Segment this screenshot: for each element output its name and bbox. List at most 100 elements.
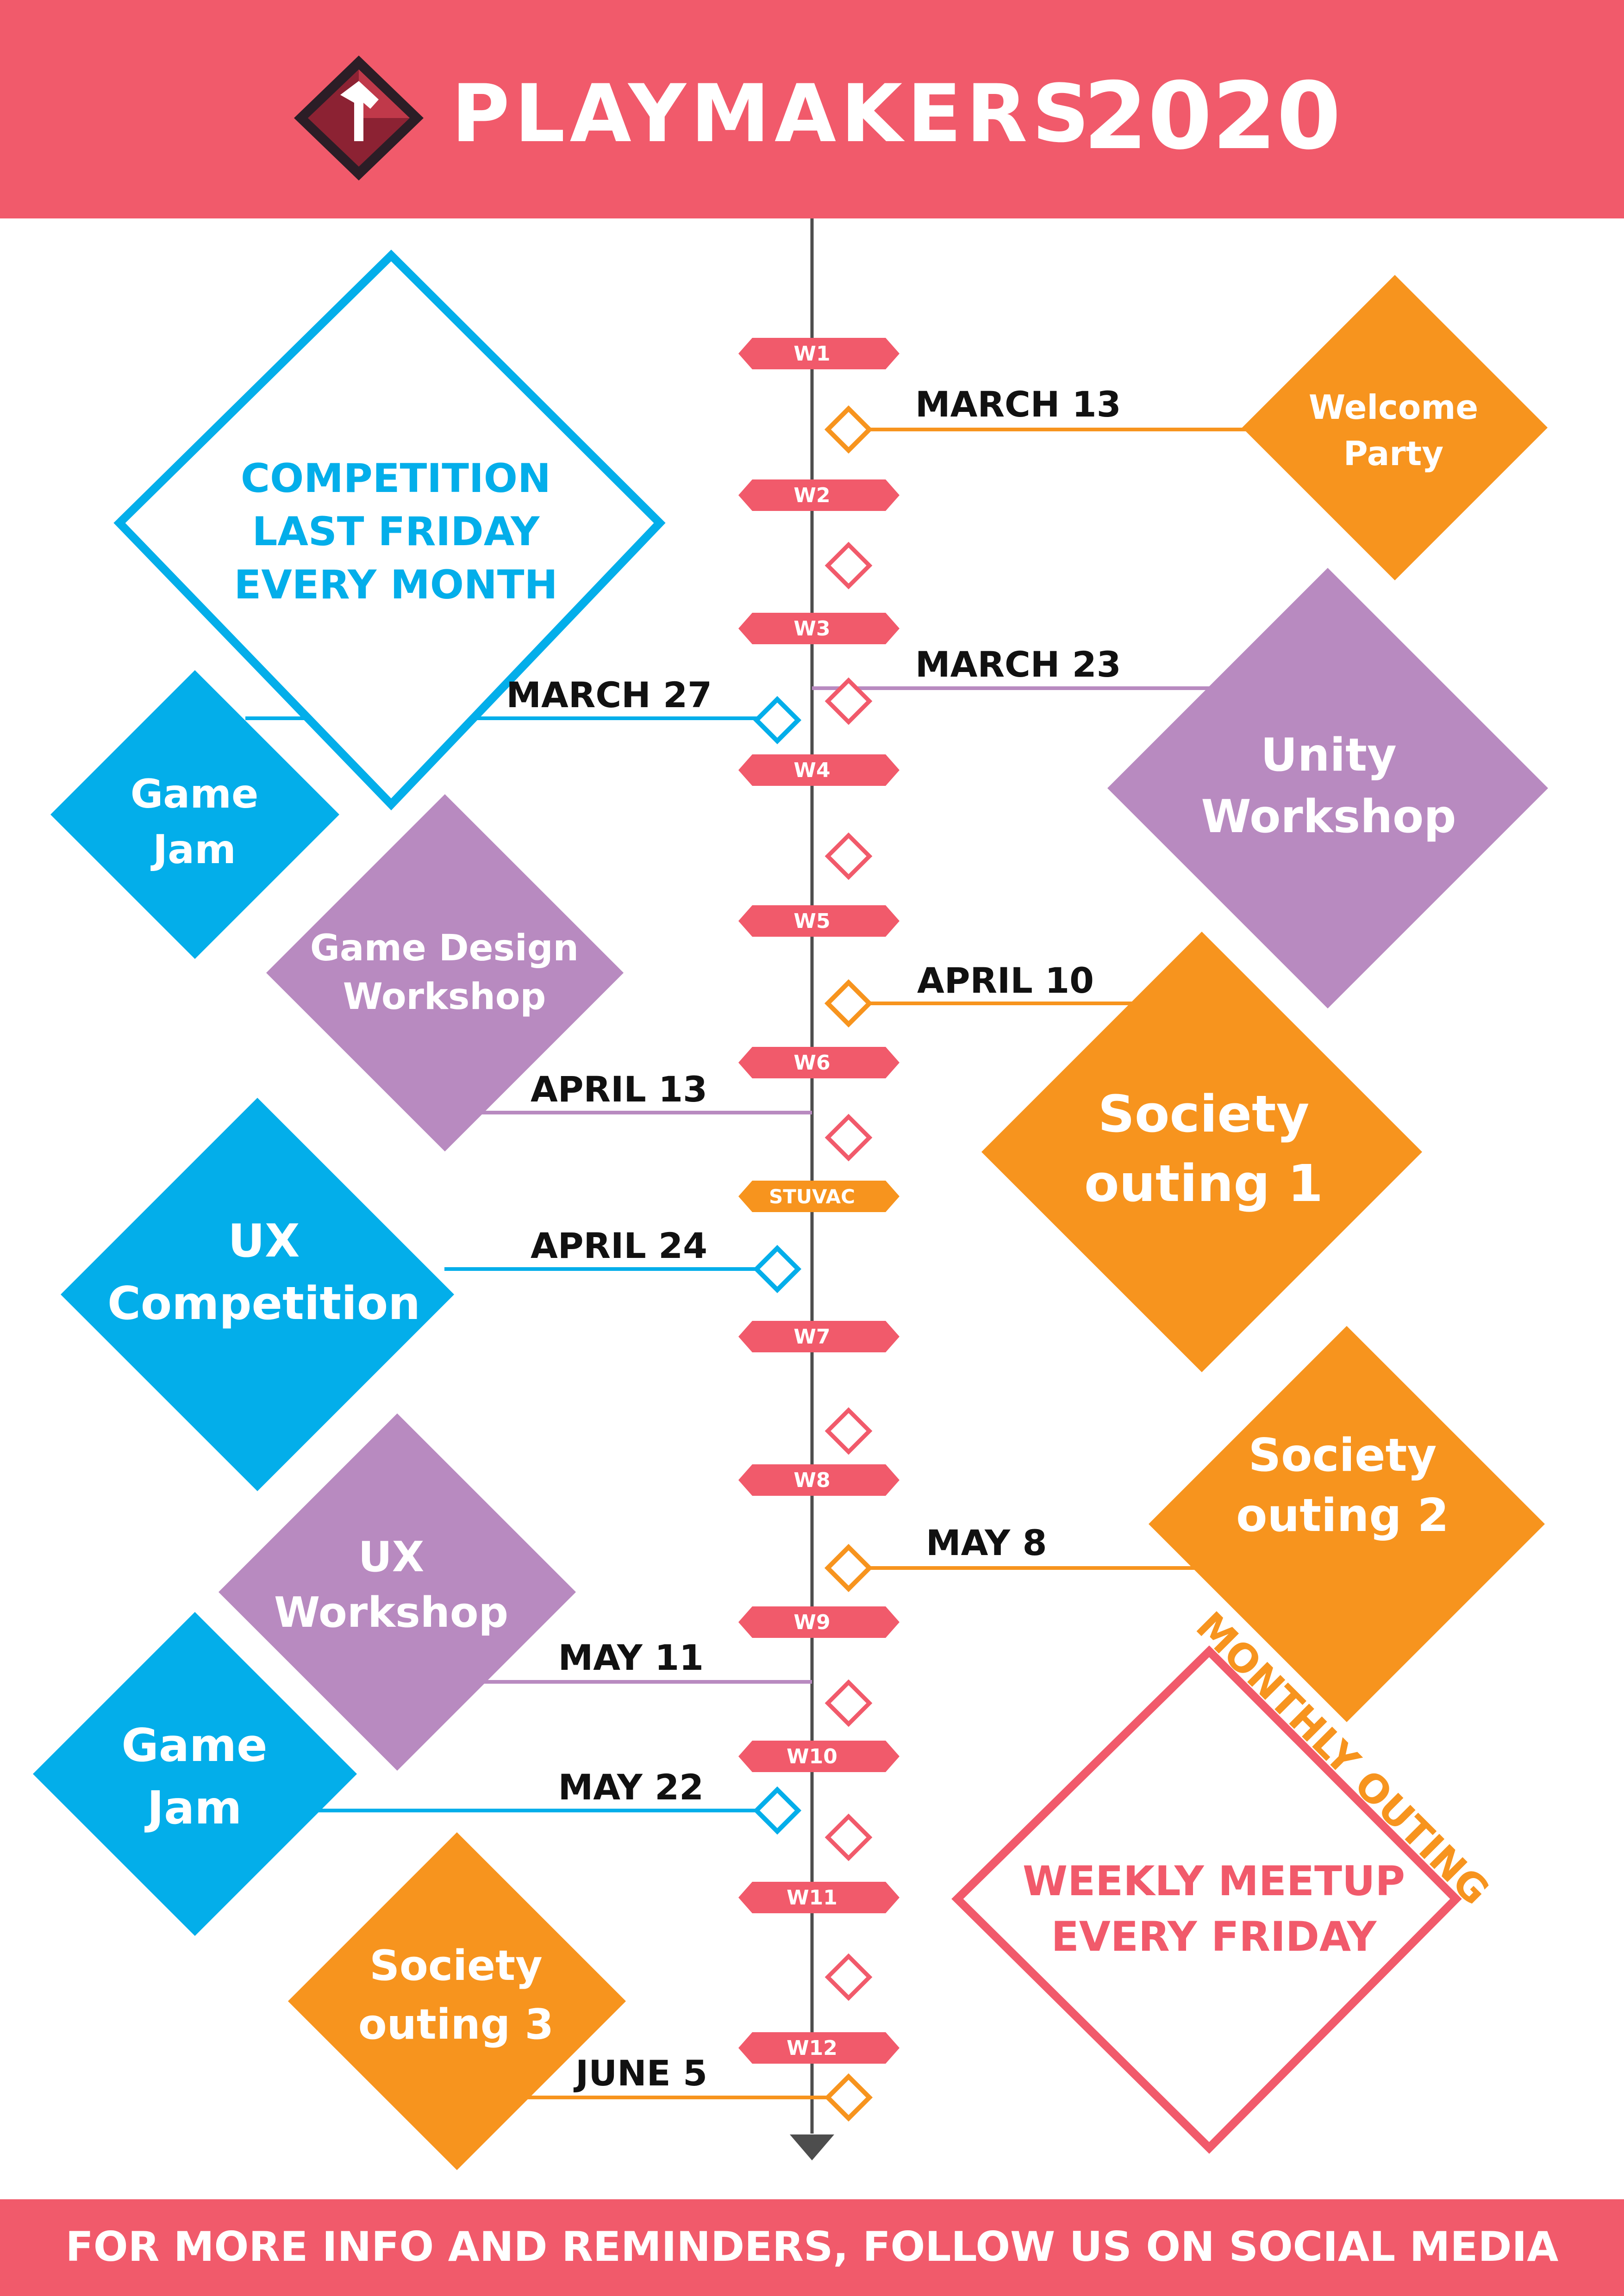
event-date: JUNE 5 — [573, 2053, 707, 2094]
event-label: Workshop — [1201, 790, 1456, 843]
event-node-icon — [824, 1543, 873, 1593]
week-label: W4 — [793, 759, 830, 782]
week-marker — [738, 479, 899, 511]
week-marker — [738, 754, 899, 786]
event-label: outing 1 — [1084, 1154, 1323, 1213]
event-social: Welcome Party — [1242, 275, 1548, 580]
axis-diamond-icon — [824, 1813, 873, 1861]
event-date: APRIL 24 — [531, 1225, 707, 1266]
brand-title: PLAYMAKERS — [451, 67, 1094, 160]
week-label: W2 — [793, 484, 830, 507]
event-label: Game Design — [310, 927, 579, 969]
event-date: APRIL 13 — [531, 1069, 707, 1110]
week-marker — [738, 905, 899, 937]
week-marker — [738, 338, 899, 369]
event-competition: UX Competition — [61, 1098, 454, 1491]
event-workshop: Game Design Workshop — [266, 794, 624, 1151]
week-label: W11 — [787, 1886, 837, 1910]
event-diamond — [219, 1413, 576, 1771]
event-date: MARCH 23 — [915, 644, 1121, 685]
week-marker — [738, 1321, 899, 1352]
callout-line: EVERY FRIDAY — [1051, 1913, 1377, 1960]
week-label: W5 — [793, 909, 830, 933]
event-competition: Game Jam — [50, 670, 339, 959]
event-label: Competition — [107, 1277, 420, 1330]
callout-line: COMPETITION — [241, 455, 551, 502]
event-label: Society — [369, 1941, 543, 1990]
week-label: W7 — [793, 1325, 830, 1349]
event-diamond — [33, 1612, 357, 1936]
event-competition: Game Jam — [33, 1612, 357, 1936]
week-marker — [738, 2032, 899, 2064]
year-title: 2020 — [1083, 62, 1341, 170]
event-label: outing 3 — [358, 2000, 554, 2049]
week-label: W6 — [793, 1051, 830, 1075]
week-label: W9 — [793, 1611, 830, 1634]
callout-line: WEEKLY MEETUP — [1023, 1857, 1405, 1905]
event-label: Society — [1249, 1429, 1437, 1482]
event-node-icon — [824, 979, 873, 1028]
event-label: outing 2 — [1236, 1489, 1449, 1542]
week-label: W3 — [793, 617, 830, 641]
callout-line: LAST FRIDAY — [252, 509, 541, 555]
week-marker — [738, 1047, 899, 1078]
week-label: STUVAC — [769, 1185, 855, 1208]
week-label: W8 — [793, 1468, 830, 1492]
event-label: Unity — [1261, 729, 1397, 782]
event-workshop: Unity Workshop — [1107, 568, 1548, 1008]
week-marker — [738, 1882, 899, 1913]
timeline-arrow-icon — [790, 2134, 834, 2160]
event-label: UX — [228, 1215, 300, 1268]
event-date: MAY 8 — [926, 1522, 1047, 1563]
event-node-icon — [753, 1244, 802, 1294]
event-label: Workshop — [274, 1588, 508, 1637]
axis-diamond-icon — [824, 1407, 873, 1455]
event-date: MAY 22 — [558, 1767, 704, 1808]
event-node-icon — [824, 2073, 873, 2122]
event-node-icon — [753, 696, 802, 745]
week-label: W10 — [787, 1745, 837, 1768]
event-label: UX — [358, 1533, 424, 1581]
event-label: Workshop — [343, 976, 546, 1018]
header-band — [0, 0, 1624, 218]
event-label: Game — [131, 771, 259, 817]
event-date: APRIL 10 — [917, 960, 1094, 1001]
event-label: Game — [121, 1719, 267, 1772]
week-label: W12 — [787, 2036, 837, 2060]
playmakers-diamond-logo-icon — [294, 56, 424, 180]
event-date: MARCH 27 — [506, 674, 712, 716]
axis-diamond-icon — [824, 1114, 873, 1162]
axis-diamond-icon — [824, 541, 873, 590]
callout-line: EVERY MONTH — [234, 562, 557, 608]
event-label: Jam — [150, 827, 236, 873]
event-diamond — [266, 794, 624, 1151]
week-marker — [738, 1606, 899, 1638]
axis-diamond-icon — [824, 1679, 873, 1727]
event-workshop: UX Workshop — [219, 1413, 576, 1771]
event-date: MARCH 13 — [915, 384, 1121, 425]
event-diamond — [981, 932, 1422, 1372]
event-diamonds: Welcome Party Unity Workshop Game Jam Society o… — [33, 275, 1548, 2170]
week-marker — [738, 1741, 899, 1772]
week-marker — [738, 1464, 899, 1496]
competition-callout: COMPETITION LAST FRIDAY EVERY MONTH — [113, 249, 666, 810]
event-social: Society outing 3 — [288, 1832, 626, 2170]
event-diamond — [1149, 1326, 1545, 1722]
connector-lines — [245, 428, 1268, 2099]
event-date: MAY 11 — [558, 1637, 704, 1678]
week-marker — [738, 613, 899, 644]
event-label: Jam — [144, 1782, 242, 1835]
axis-diamond-icon — [824, 677, 873, 725]
event-diamond — [1107, 568, 1548, 1008]
footer-band — [0, 2199, 1624, 2296]
event-node-icon — [824, 405, 873, 454]
event-diamond — [61, 1098, 454, 1491]
week-label: W1 — [793, 342, 830, 366]
event-social: Society outing 1 — [981, 932, 1422, 1372]
date-labels: MARCH 13 MARCH 23 MARCH 27 APRIL 10 APRIL 13… — [506, 384, 1121, 2122]
event-social: Society outing 2 — [1149, 1326, 1545, 1722]
event-diamond — [288, 1832, 626, 2170]
event-label: Welcome — [1309, 388, 1478, 427]
event-diamond — [50, 670, 339, 959]
